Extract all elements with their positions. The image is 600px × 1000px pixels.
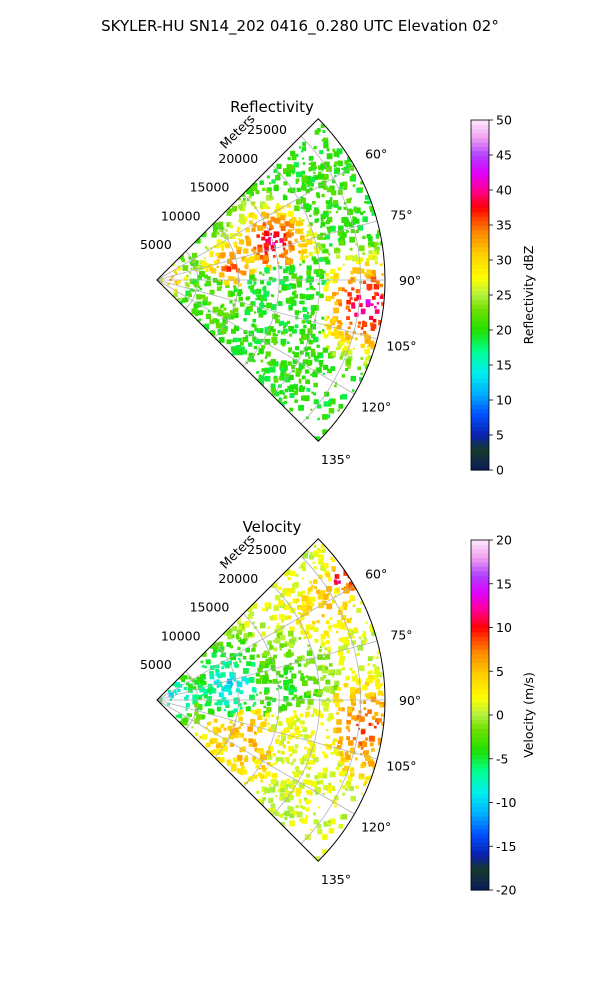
colorbar-tick-label: 0 xyxy=(496,708,504,723)
echo-field xyxy=(157,544,385,862)
range-tick-label: 25000 xyxy=(247,122,287,137)
azimuth-tick-label: 90° xyxy=(399,273,421,288)
colorbar-tick-label: 10 xyxy=(496,620,512,635)
colorbar-tick-label: -15 xyxy=(496,839,516,854)
velocity-title: Velocity xyxy=(243,518,302,536)
azimuth-tick-label: 135° xyxy=(321,452,351,467)
colorbar-tick-label: 15 xyxy=(496,576,512,591)
echo-field xyxy=(157,124,385,442)
azimuth-tick-label: 60° xyxy=(365,146,387,161)
colorbar-tick-label: 15 xyxy=(496,358,512,373)
colorbar-tick-label: 30 xyxy=(496,253,512,268)
reflectivity-sector: 60° 75° 90° 105° 120° 135° 5000 10000 15000 20000… xyxy=(140,118,421,467)
azimuth-tick-label: 75° xyxy=(390,207,412,222)
reflectivity-colorbar-label: Reflectivity dBZ xyxy=(521,246,536,345)
figure-suptitle: SKYLER-HU SN14_202 0416_0.280 UTC Elevat… xyxy=(101,17,499,36)
colorbar-tick-label: 0 xyxy=(496,463,504,478)
colorbar-tick-label: 25 xyxy=(496,288,512,303)
range-tick-label: 20000 xyxy=(218,151,258,166)
azimuth-tick-label: 90° xyxy=(399,693,421,708)
reflectivity-panel: Reflectivity 60° 75° 90° 105° 120° 135° 5000 10… xyxy=(140,98,536,478)
azimuth-tick-label: 120° xyxy=(361,400,391,415)
azimuth-tick-label: 105° xyxy=(386,339,416,354)
range-tick-label: 15000 xyxy=(190,600,230,615)
azimuth-tick-label: 60° xyxy=(365,566,387,581)
colorbar-tick-label: 45 xyxy=(496,148,512,163)
polar-grid xyxy=(156,135,385,442)
reflectivity-colorbar: 0 5 10 15 20 25 30 35 40 45 50 xyxy=(470,113,512,478)
colorbar-tick-label: -20 xyxy=(496,883,516,898)
azimuth-tick-label: 105° xyxy=(386,759,416,774)
range-tick-label: 5000 xyxy=(140,657,172,672)
range-tick-label: 25000 xyxy=(247,542,287,557)
colorbar-tick-label: 40 xyxy=(496,183,512,198)
azimuth-tick-label: 135° xyxy=(321,872,351,887)
range-tick-label: 15000 xyxy=(190,180,230,195)
range-tick-label: 10000 xyxy=(161,628,201,643)
colorbar-tick-label: 5 xyxy=(496,664,504,679)
velocity-panel: Velocity 60° 75° 90° 105° 120° 135° 5000 10000 1… xyxy=(140,518,536,898)
colorbar-tick-label: 20 xyxy=(496,533,512,548)
azimuth-tick-label: 120° xyxy=(361,820,391,835)
velocity-sector: 60° 75° 90° 105° 120° 135° 5000 10000 15000 20000… xyxy=(140,538,421,887)
colorbar-tick-label: -10 xyxy=(496,795,516,810)
colorbar-tick-label: 35 xyxy=(496,218,512,233)
range-tick-label: 10000 xyxy=(161,208,201,223)
colorbar-tick-label: 20 xyxy=(496,323,512,338)
velocity-colorbar-label: Velocity (m/s) xyxy=(521,672,536,758)
colorbar-tick-label: 5 xyxy=(496,428,504,443)
reflectivity-title: Reflectivity xyxy=(230,98,314,116)
colorbar-tick-label: 10 xyxy=(496,393,512,408)
azimuth-tick-label: 75° xyxy=(390,627,412,642)
range-tick-label: 20000 xyxy=(218,571,258,586)
range-tick-label: 5000 xyxy=(140,237,172,252)
velocity-colorbar: -20 -15 -10 -5 0 5 10 15 20 xyxy=(470,533,516,898)
colorbar-tick-label: -5 xyxy=(496,751,508,766)
colorbar-tick-label: 50 xyxy=(496,113,512,128)
